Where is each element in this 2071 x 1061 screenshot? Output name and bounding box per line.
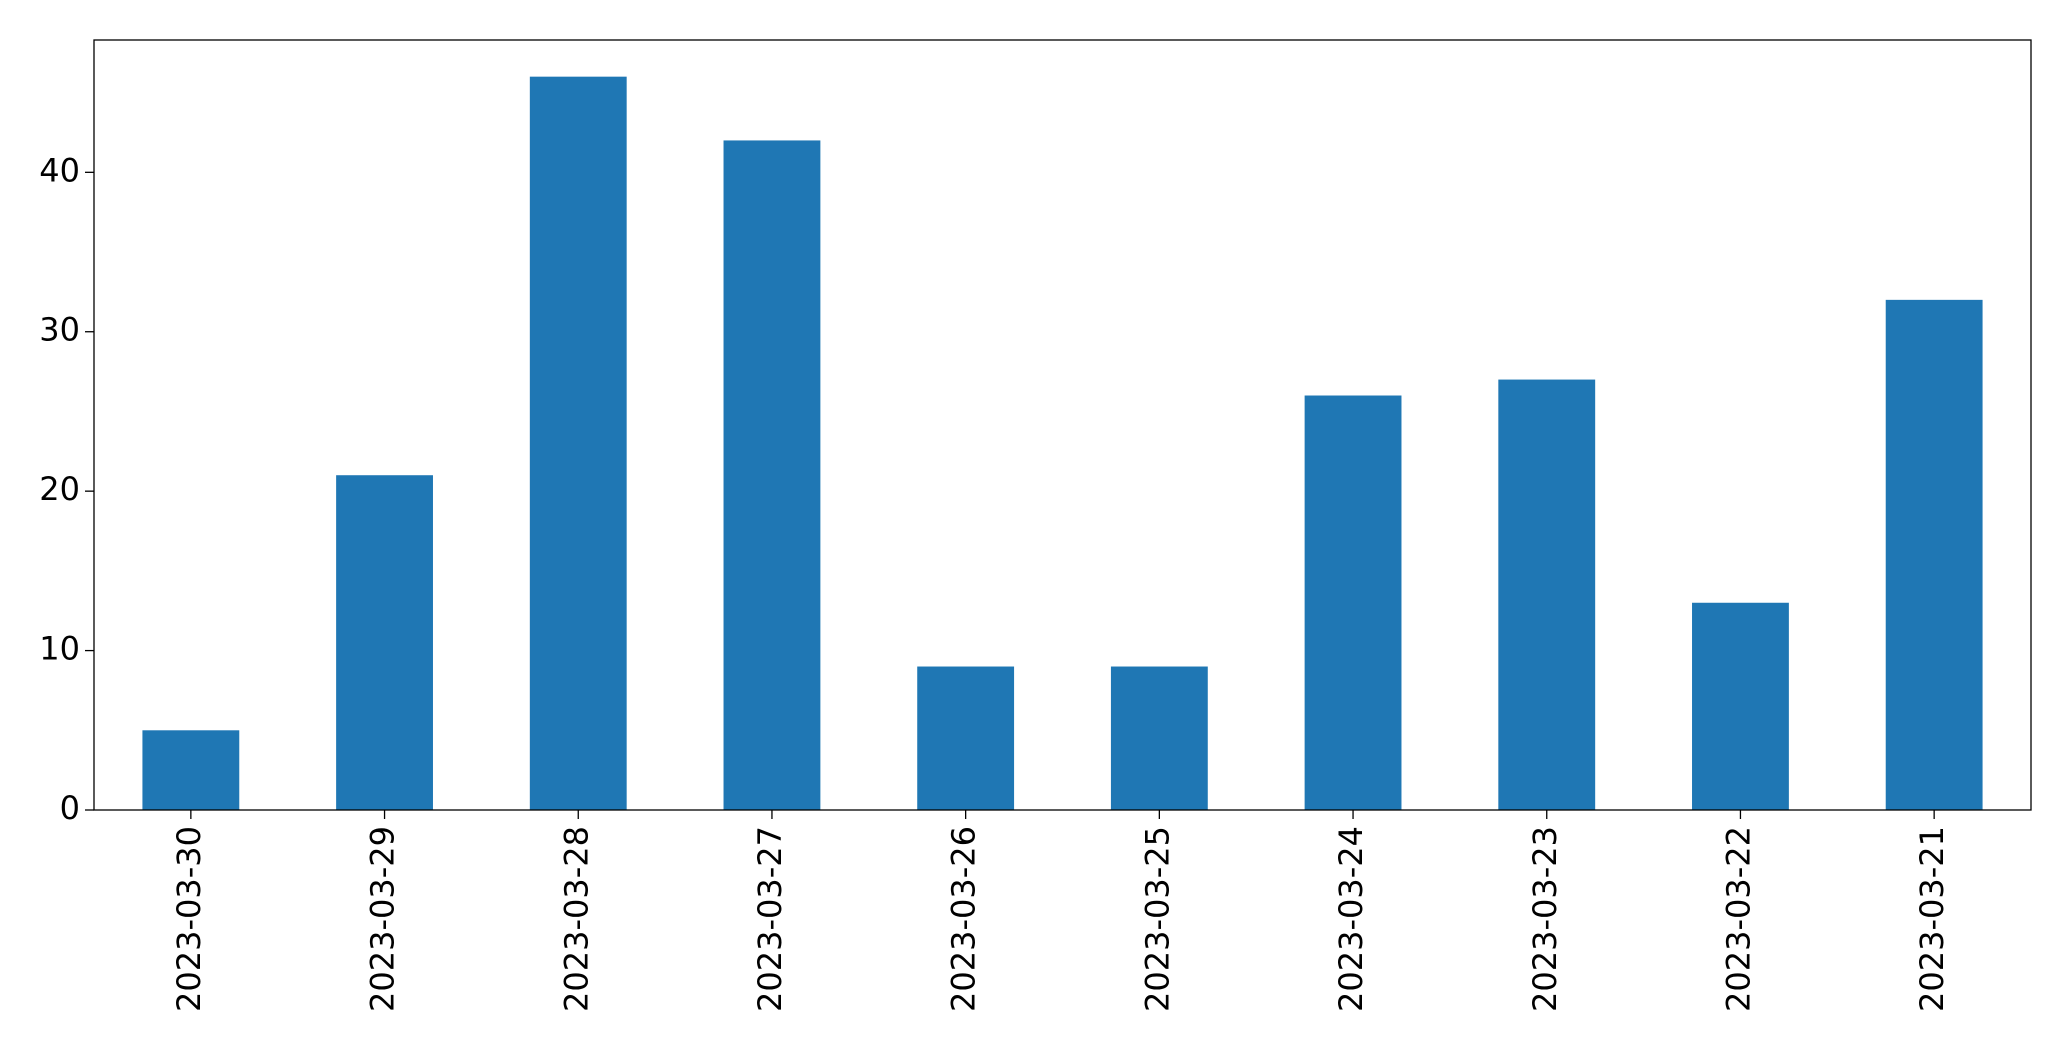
y-tick-label: 40 (39, 151, 80, 189)
bar (1885, 299, 1983, 810)
y-tick-label: 10 (39, 630, 80, 668)
x-tick-label: 2023-03-30 (170, 826, 208, 1012)
y-tick-label: 30 (39, 311, 80, 349)
bar (142, 730, 240, 810)
y-tick-label: 0 (60, 789, 80, 827)
y-tick-label: 20 (39, 470, 80, 508)
bar (917, 666, 1015, 810)
x-tick-label: 2023-03-22 (1719, 826, 1757, 1012)
x-tick-label: 2023-03-28 (557, 826, 595, 1012)
bar (529, 76, 627, 810)
bar (336, 475, 433, 810)
x-tick-label: 2023-03-25 (1138, 826, 1176, 1012)
bar (1692, 602, 1789, 810)
x-tick-label: 2023-03-23 (1526, 826, 1564, 1012)
x-tick-label: 2023-03-29 (364, 826, 402, 1012)
plot-frame (93, 39, 2032, 811)
bar (1304, 395, 1402, 810)
x-tick-label: 2023-03-27 (751, 826, 789, 1012)
bar (1110, 666, 1208, 810)
x-tick-label: 2023-03-26 (945, 826, 983, 1012)
bar (1498, 379, 1596, 810)
x-tick-label: 2023-03-21 (1913, 826, 1951, 1012)
x-tick-label: 2023-03-24 (1332, 826, 1370, 1012)
bar (723, 140, 821, 810)
